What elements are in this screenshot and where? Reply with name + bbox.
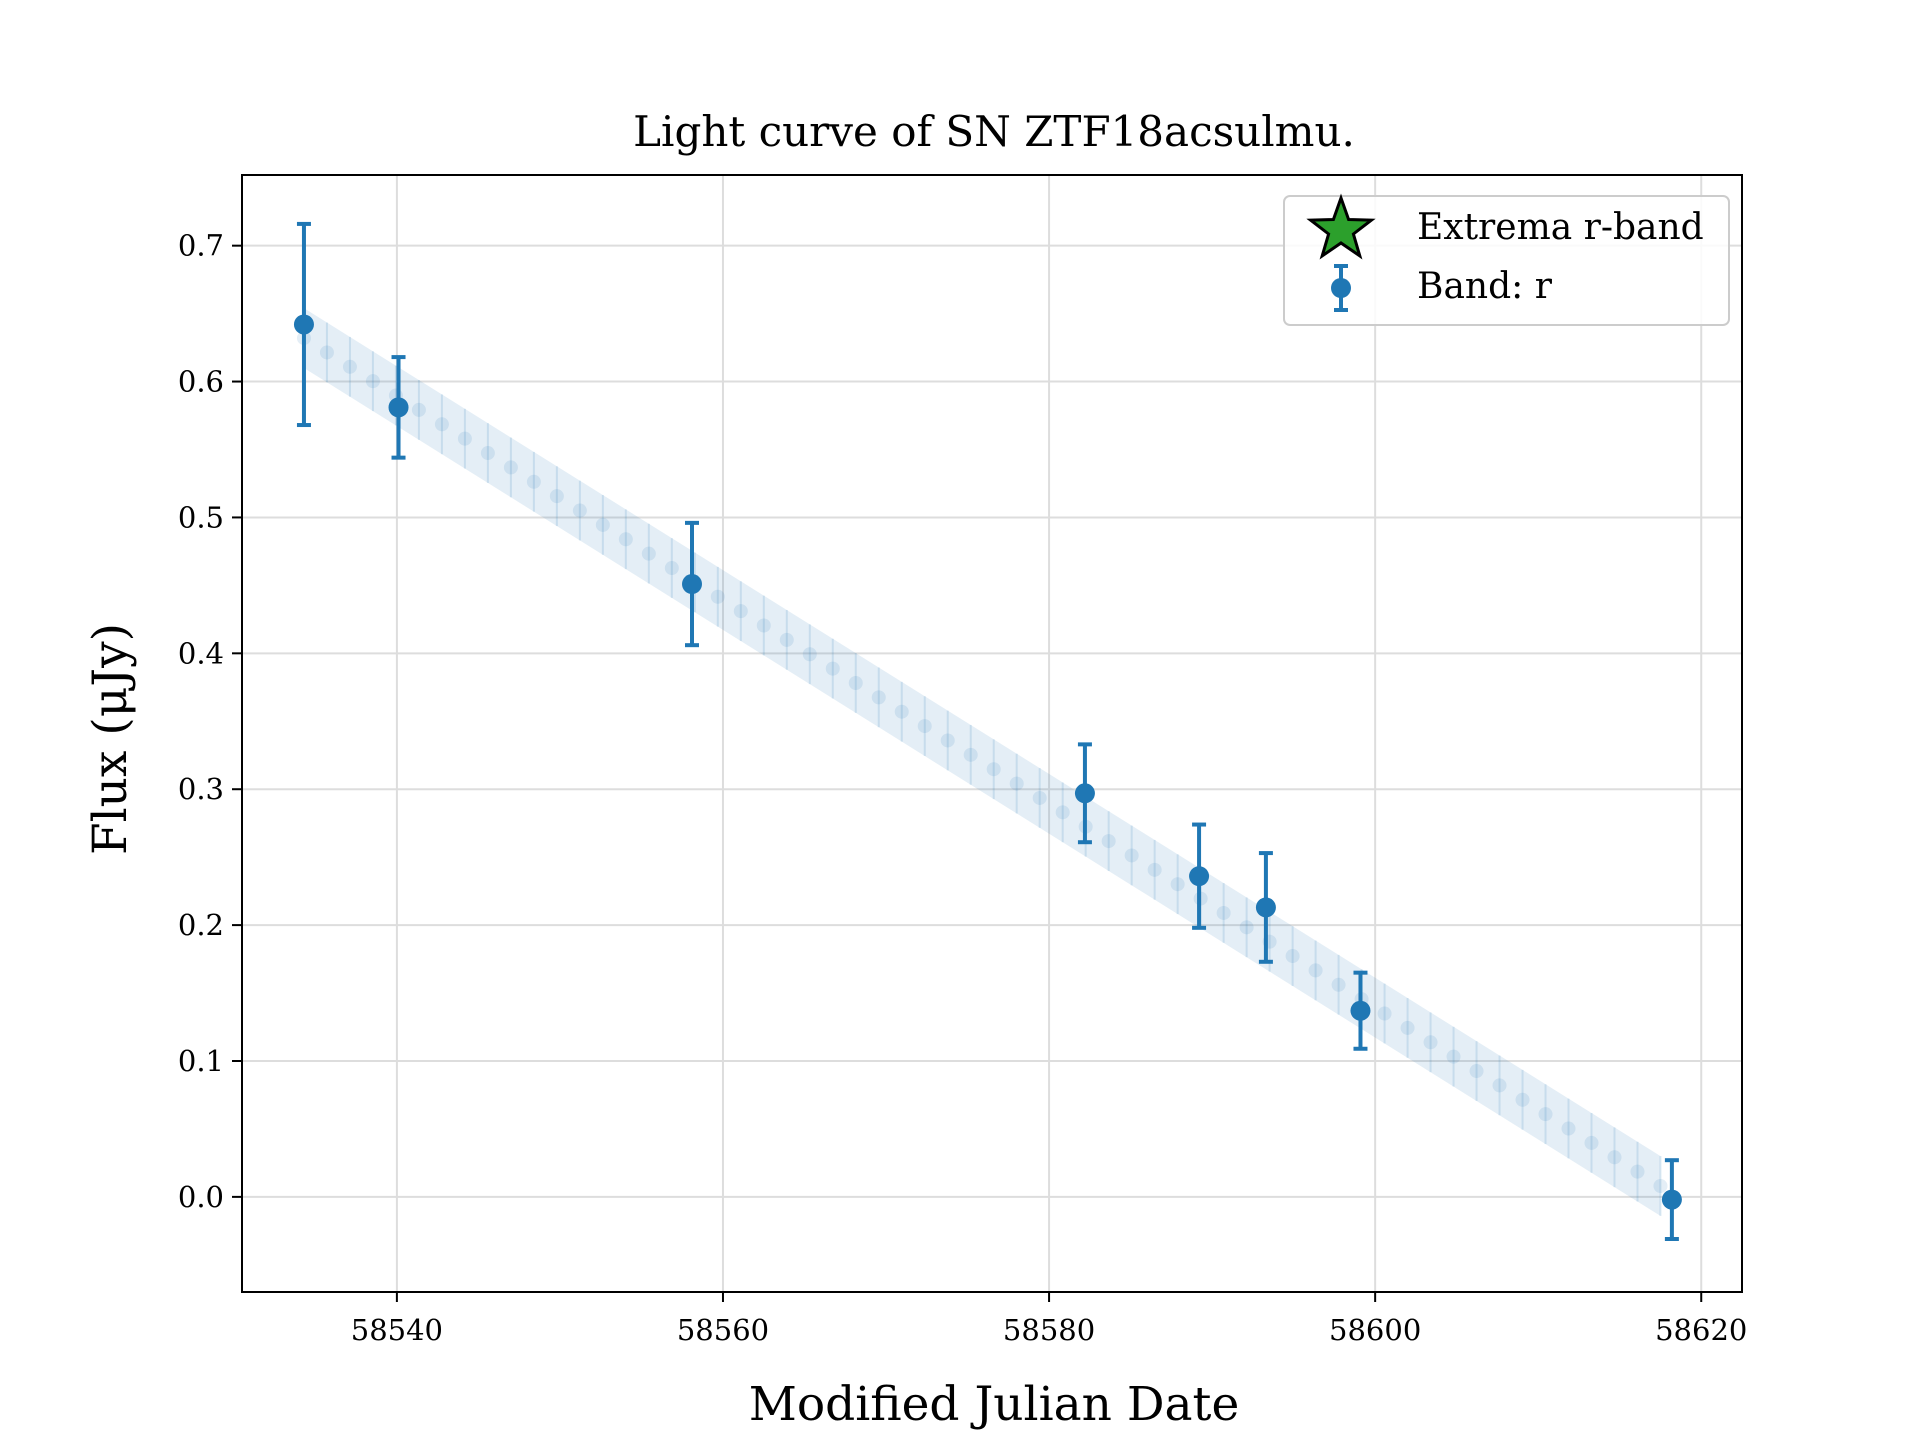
y-tick-label: 0.4 <box>178 636 224 670</box>
model-point <box>549 489 564 504</box>
legend-extrema-star-icon <box>1306 193 1376 260</box>
model-point <box>641 546 656 561</box>
y-tick-label: 0.0 <box>178 1180 224 1214</box>
model-point <box>411 402 426 417</box>
model-point <box>1515 1092 1530 1107</box>
model-point <box>733 604 748 619</box>
model-point <box>1538 1107 1553 1122</box>
data-points <box>293 221 1682 1242</box>
grid-lines <box>242 175 1742 1292</box>
model-point <box>1446 1049 1461 1064</box>
x-tick-label: 58560 <box>677 1313 769 1347</box>
model-point <box>1400 1020 1415 1035</box>
model-point <box>1653 1179 1668 1194</box>
model-point <box>1423 1035 1438 1050</box>
data-point <box>388 397 409 418</box>
data-point <box>1350 1000 1371 1021</box>
model-point <box>1101 834 1116 849</box>
model-point <box>825 661 840 676</box>
model-point <box>848 675 863 690</box>
model-point <box>1170 877 1185 892</box>
model-point <box>1584 1135 1599 1150</box>
model-point <box>1055 805 1070 820</box>
y-tick-label: 0.3 <box>178 772 224 806</box>
model-point <box>1124 848 1139 863</box>
y-tick-label: 0.6 <box>178 365 224 399</box>
model-point <box>526 474 541 489</box>
y-tick-label: 0.2 <box>178 908 224 942</box>
model-point <box>1607 1150 1622 1165</box>
legend-point <box>1331 278 1351 298</box>
model-point <box>1469 1064 1484 1079</box>
model-point <box>342 359 357 374</box>
model-point <box>1216 905 1231 920</box>
legend-label-extrema: Extrema r-band <box>1417 207 1704 248</box>
model-point <box>1331 977 1346 992</box>
model-point <box>710 589 725 604</box>
model-point <box>1630 1164 1645 1179</box>
plot-frame <box>241 174 1743 1293</box>
x-tick-label: 58580 <box>1003 1313 1095 1347</box>
x-tick-label: 58600 <box>1329 1313 1421 1347</box>
model-point <box>894 704 909 719</box>
data-point <box>293 314 314 335</box>
y-tick-label: 0.7 <box>178 229 224 263</box>
model-point <box>457 431 472 446</box>
model-point <box>664 561 679 576</box>
model-point <box>1308 963 1323 978</box>
data-point <box>1189 866 1210 887</box>
model-point <box>940 733 955 748</box>
model-point <box>572 503 587 518</box>
model-point <box>1009 776 1024 791</box>
model-band-area <box>303 308 1661 1216</box>
model-point <box>1239 920 1254 935</box>
data-point <box>1074 783 1095 804</box>
model-point <box>871 690 886 705</box>
legend-box <box>1283 195 1730 326</box>
legend-label-band: Band: r <box>1417 266 1553 307</box>
model-point <box>1377 1006 1392 1021</box>
model-point <box>365 374 380 389</box>
y-axis-title: Flux (μJy) <box>83 623 138 855</box>
model-point <box>480 446 495 461</box>
data-point <box>1661 1189 1682 1210</box>
y-tick-label: 0.1 <box>178 1044 224 1078</box>
model-point <box>434 417 449 432</box>
legend: Extrema r-band Band: r <box>1283 193 1730 326</box>
axis-ticks: 58540 58560 58580 58600 58620 0.0 0.1 0.2 0.3 0.4… <box>178 229 1747 1347</box>
model-point <box>986 762 1001 777</box>
model-point <box>1032 790 1047 805</box>
model-point <box>319 345 334 360</box>
model-point <box>963 747 978 762</box>
x-tick-label: 58540 <box>351 1313 443 1347</box>
model-point <box>1561 1121 1576 1136</box>
model-point <box>802 647 817 662</box>
legend-band-marker-icon <box>1331 264 1351 312</box>
x-axis-title: Modified Julian Date <box>749 1377 1240 1432</box>
model-point <box>503 460 518 475</box>
model-point <box>618 532 633 547</box>
chart-title: Light curve of SN ZTF18acsulmu. <box>633 107 1355 156</box>
data-point <box>682 574 702 595</box>
data-point <box>1255 897 1276 918</box>
model-point <box>1285 949 1300 964</box>
model-point <box>1147 862 1162 877</box>
model-point <box>779 632 794 647</box>
model-point <box>917 719 932 734</box>
model-point <box>1492 1078 1507 1093</box>
model-point <box>756 618 771 633</box>
y-tick-label: 0.5 <box>178 500 224 534</box>
model-point <box>595 517 610 532</box>
x-tick-label: 58620 <box>1655 1313 1747 1347</box>
